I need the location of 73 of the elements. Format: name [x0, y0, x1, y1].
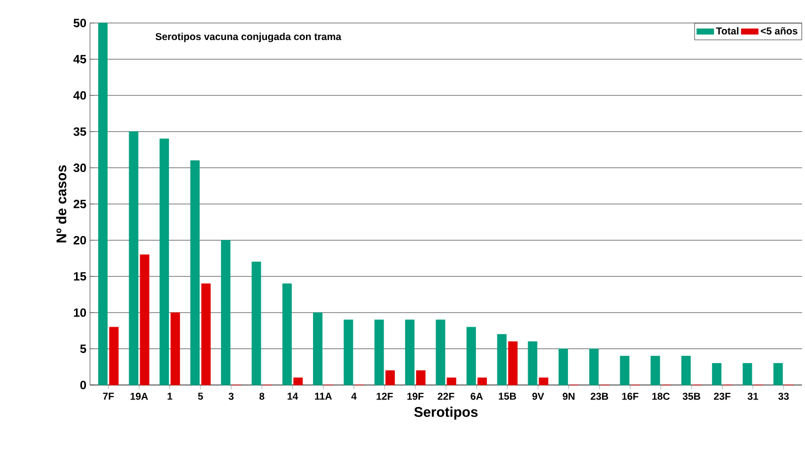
x-tick-label: 16F	[622, 392, 638, 400]
x-tick-label: 35B	[682, 392, 700, 400]
bar	[558, 348, 568, 386]
x-tick-label: 19F	[407, 392, 424, 400]
x-tick-label: 15B	[498, 392, 516, 400]
bar	[436, 320, 446, 386]
bar	[497, 334, 507, 386]
bar	[528, 341, 538, 386]
y-axis-title: Nº de casos	[56, 165, 66, 242]
bar	[385, 370, 395, 386]
legend-label: <5 años	[760, 27, 798, 34]
bar	[405, 320, 415, 386]
x-tick-label: 22F	[438, 392, 454, 400]
x-tick-label: 9V	[532, 392, 544, 400]
x-tick-label: 5	[198, 392, 203, 400]
x-axis-title: Serotipos	[414, 406, 478, 420]
bar	[344, 320, 354, 386]
y-tick-label: 35	[73, 127, 86, 136]
x-tick-label: 31	[748, 392, 758, 400]
y-tick-label: 30	[73, 164, 86, 172]
y-tick-label: 50	[74, 18, 86, 28]
bar	[446, 378, 456, 386]
bar	[650, 356, 660, 386]
bar	[293, 378, 303, 386]
x-tick-label: 23B	[590, 392, 608, 400]
x-tick-label: 12F	[376, 392, 393, 400]
bar	[98, 22, 108, 386]
bar	[374, 320, 384, 386]
bar	[773, 363, 783, 386]
x-tick-label: 18C	[652, 392, 670, 400]
y-tick-label: 15	[74, 272, 86, 281]
bar	[190, 160, 200, 386]
x-tick-label: 14	[288, 392, 298, 400]
annotation: Serotipos vacuna conjugada con trama	[156, 32, 342, 42]
bar	[416, 370, 426, 386]
bar	[109, 326, 119, 386]
y-tick-label: 10	[74, 308, 86, 317]
x-tick-label: 19A	[130, 392, 148, 400]
x-tick-label: 9N	[562, 392, 574, 400]
bar	[589, 348, 599, 386]
x-tick-label: 23F	[714, 392, 730, 400]
bar	[201, 283, 211, 386]
bar	[712, 363, 722, 386]
bar	[508, 341, 518, 386]
bar	[620, 356, 630, 386]
x-tick-label: 8	[259, 392, 264, 400]
x-tick-label: 3	[228, 392, 234, 400]
y-tick-label: 5	[80, 344, 86, 353]
x-tick-label: 33	[778, 392, 789, 400]
bar	[170, 312, 180, 386]
y-tick-label: 20	[74, 236, 86, 244]
bar	[742, 363, 752, 386]
bar	[282, 283, 292, 386]
x-tick-label: 4	[351, 392, 357, 400]
bar	[538, 378, 548, 386]
x-tick-label: 1	[168, 392, 172, 400]
bar	[220, 240, 230, 386]
y-tick-label: 25	[74, 200, 86, 208]
bar	[477, 378, 487, 386]
bar	[252, 262, 262, 386]
bar	[140, 254, 150, 386]
legend-label: Total	[716, 27, 738, 34]
x-tick-label: 6A	[470, 392, 483, 400]
y-tick-label: 0	[80, 380, 86, 390]
bar	[313, 312, 322, 386]
bar	[681, 356, 691, 386]
bar	[466, 326, 476, 386]
y-tick-label: 45	[73, 55, 86, 64]
y-tick-label: 40	[73, 91, 86, 100]
x-tick-label: 7F	[103, 392, 114, 400]
bar	[128, 131, 138, 386]
x-tick-label: 11A	[315, 392, 332, 400]
bar	[160, 138, 169, 386]
